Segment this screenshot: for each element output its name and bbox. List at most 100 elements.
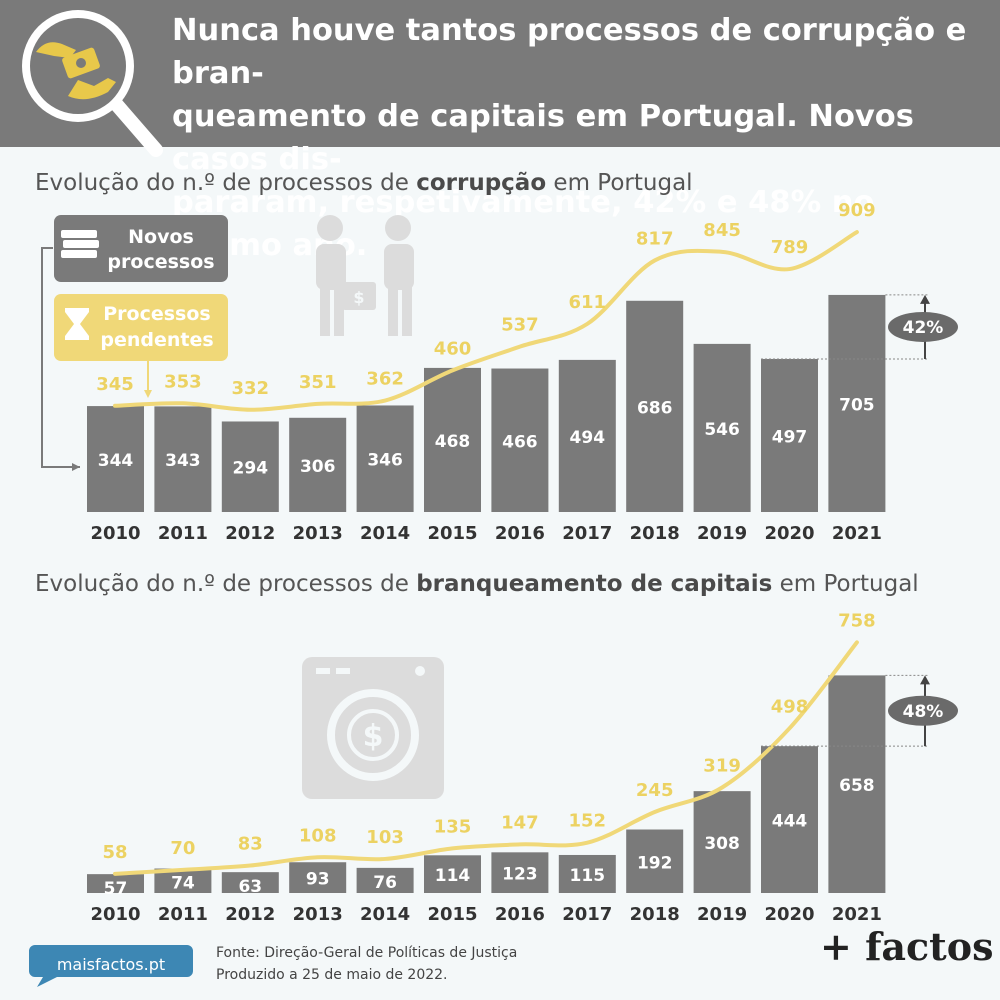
bar-value-2017: 494	[570, 428, 606, 448]
pending-value-2011: 70	[170, 838, 195, 859]
bar-value-2014: 76	[373, 873, 397, 893]
bar-2019	[693, 791, 751, 893]
pending-value-2013: 108	[299, 825, 337, 846]
x-tick-2013: 2013	[293, 904, 343, 925]
bar-2021	[828, 294, 886, 512]
growth-badge	[888, 311, 958, 342]
pending-value-2016: 537	[501, 315, 539, 336]
x-tick-2017: 2017	[562, 904, 612, 925]
pending-value-2019: 845	[703, 220, 741, 241]
x-tick-2010: 2010	[90, 904, 140, 925]
x-tick-2015: 2015	[427, 523, 477, 544]
bar-value-2016: 466	[502, 432, 538, 452]
bar-2016	[491, 368, 549, 512]
x-tick-2014: 2014	[360, 523, 410, 544]
x-tick-2018: 2018	[630, 904, 680, 925]
source-text: Fonte: Direção-Geral de Políticas de Jus…	[216, 945, 518, 961]
bar-value-2017: 115	[570, 866, 606, 886]
bar-2018	[626, 300, 684, 512]
x-tick-2013: 2013	[293, 523, 343, 544]
bar-2013	[289, 417, 347, 512]
svg-text:$: $	[363, 719, 384, 754]
x-tick-2011: 2011	[158, 904, 208, 925]
bar-value-2014: 346	[367, 451, 403, 471]
x-tick-2016: 2016	[495, 523, 545, 544]
growth-label: 48%	[903, 702, 944, 722]
bar-2021	[828, 675, 886, 893]
handshake-briefcase-icon: $	[316, 215, 414, 336]
x-tick-2012: 2012	[225, 904, 275, 925]
bar-2012	[221, 421, 279, 512]
chart2-title: Evolução do n.º de processos de branquea…	[35, 571, 919, 597]
bar-value-2011: 343	[165, 451, 201, 471]
x-tick-2012: 2012	[225, 523, 275, 544]
pending-value-2014: 362	[366, 369, 404, 390]
chart1-title: Evolução do n.º de processos de corrupçã…	[35, 170, 693, 196]
legend-pending	[54, 294, 228, 361]
bar-2020	[761, 746, 818, 893]
bar-value-2010: 57	[104, 879, 128, 899]
bar-2010	[87, 874, 144, 893]
bar-2019	[693, 343, 751, 512]
headline: Nunca houve tantos processos de corrupçã…	[172, 13, 967, 263]
bar-2015	[424, 367, 481, 512]
bar-2017	[558, 854, 616, 893]
x-tick-2020: 2020	[764, 904, 814, 925]
bar-value-2016: 123	[502, 865, 538, 885]
books-icon	[61, 230, 99, 258]
pending-value-2021: 909	[838, 200, 876, 221]
pending-value-2012: 83	[238, 834, 263, 855]
bar-value-2020: 444	[772, 812, 808, 832]
x-tick-2019: 2019	[697, 523, 747, 544]
bar-2014	[356, 867, 414, 893]
bar-value-2018: 686	[637, 398, 673, 418]
brand-logo: + factos	[820, 924, 994, 969]
bar-2020	[761, 358, 818, 512]
hand-money-magnifier-icon	[22, 10, 163, 157]
svg-text:$: $	[353, 288, 364, 307]
pending-value-2010: 58	[102, 842, 127, 863]
legend: Novos processos Processos pendentes	[41, 215, 228, 471]
bar-value-2021: 658	[839, 776, 875, 796]
site-badge[interactable]	[27, 941, 197, 989]
legend-new-cases	[54, 215, 228, 282]
bar-2014	[356, 405, 414, 512]
produced-date: Produzido a 25 de maio de 2022.	[216, 967, 448, 983]
bar-value-2013: 306	[300, 457, 336, 477]
bar-value-2010: 344	[98, 451, 134, 471]
pending-value-2010: 345	[96, 374, 134, 395]
header-banner: Nunca houve tantos processos de corrupçã…	[0, 0, 1000, 263]
hourglass-icon	[65, 308, 89, 340]
legend-new-cases-label: Novos processos	[107, 226, 214, 273]
bar-value-2011: 74	[171, 874, 195, 894]
pending-value-2019: 319	[703, 756, 741, 777]
bar-value-2020: 497	[772, 427, 808, 447]
x-tick-2017: 2017	[562, 523, 612, 544]
bar-2016	[491, 852, 549, 893]
bar-value-2015: 114	[435, 866, 471, 886]
pending-value-2020: 498	[771, 696, 809, 717]
site-link[interactable]: maisfactos.pt	[56, 955, 166, 974]
bar-value-2012: 294	[233, 459, 269, 479]
washing-machine-dollar-icon: $	[302, 657, 444, 799]
pending-value-2015: 135	[434, 816, 472, 837]
pending-value-2012: 332	[232, 378, 270, 399]
bar-2018	[626, 829, 684, 893]
source-note: Fonte: Direção-Geral de Políticas de Jus…	[216, 942, 517, 986]
pending-value-2016: 147	[501, 812, 539, 833]
bar-value-2015: 468	[435, 432, 471, 452]
x-tick-2016: 2016	[495, 904, 545, 925]
pending-value-2018: 817	[636, 228, 674, 249]
bar-value-2019: 308	[704, 834, 740, 854]
growth-label: 42%	[903, 318, 944, 338]
bar-2015	[424, 855, 481, 893]
x-tick-2019: 2019	[697, 904, 747, 925]
pending-value-2017: 152	[569, 811, 607, 832]
x-tick-2011: 2011	[158, 523, 208, 544]
pending-line	[113, 640, 859, 876]
pending-value-2014: 103	[366, 827, 404, 848]
bar-value-2021: 705	[839, 395, 875, 415]
pending-value-2017: 611	[569, 292, 607, 313]
x-tick-2014: 2014	[360, 904, 410, 925]
